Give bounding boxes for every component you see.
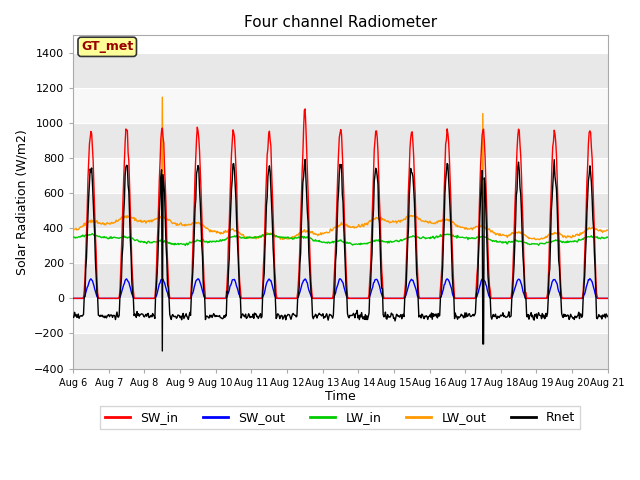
SW_in	[188, 271, 196, 276]
LW_in	[182, 242, 189, 248]
LW_out	[406, 213, 414, 219]
Rnet	[79, 312, 86, 318]
LW_out	[69, 228, 77, 234]
Text: GT_met: GT_met	[81, 40, 133, 53]
Rnet	[407, 166, 415, 171]
LW_in	[79, 232, 86, 238]
Rnet	[134, 312, 141, 318]
LW_in	[604, 234, 612, 240]
SW_in	[422, 296, 429, 301]
Line: SW_out: SW_out	[73, 278, 608, 299]
SW_in	[301, 106, 309, 112]
Bar	[73, 88, 608, 123]
Bar	[73, 334, 608, 369]
Bar	[73, 53, 608, 88]
SW_in	[134, 296, 141, 301]
Rnet	[189, 269, 196, 275]
LW_in	[407, 234, 415, 240]
LW_out	[217, 229, 225, 235]
LW_out	[604, 227, 612, 233]
Bar	[73, 193, 608, 228]
Bar	[73, 123, 608, 158]
SW_in	[216, 296, 224, 301]
SW_out	[69, 296, 77, 301]
LW_in	[88, 231, 96, 237]
Rnet	[159, 348, 166, 354]
Rnet	[217, 315, 225, 321]
LW_in	[69, 234, 77, 240]
SW_out	[216, 296, 224, 301]
Rnet	[69, 314, 77, 320]
Line: SW_in: SW_in	[73, 109, 608, 299]
LW_in	[422, 235, 430, 241]
Legend: SW_in, SW_out, LW_in, LW_out, Rnet: SW_in, SW_out, LW_in, LW_out, Rnet	[100, 406, 580, 429]
LW_out	[159, 94, 166, 100]
SW_out	[134, 296, 141, 301]
LW_out	[422, 218, 429, 224]
Title: Four channel Radiometer: Four channel Radiometer	[244, 15, 437, 30]
Line: LW_in: LW_in	[73, 234, 608, 245]
Line: LW_out: LW_out	[73, 97, 608, 240]
Bar	[73, 264, 608, 299]
Line: Rnet: Rnet	[73, 159, 608, 351]
Rnet	[422, 313, 430, 319]
SW_in	[79, 296, 86, 301]
SW_out	[188, 291, 196, 297]
SW_out	[586, 276, 594, 281]
Y-axis label: Solar Radiation (W/m2): Solar Radiation (W/m2)	[15, 129, 28, 275]
SW_in	[69, 296, 77, 301]
SW_in	[406, 146, 414, 152]
Rnet	[301, 156, 309, 162]
Bar	[73, 228, 608, 264]
LW_out	[134, 219, 141, 225]
LW_in	[189, 239, 197, 245]
LW_out	[536, 237, 543, 242]
LW_out	[79, 223, 86, 229]
Rnet	[604, 313, 612, 319]
Bar	[73, 299, 608, 334]
SW_out	[405, 281, 413, 287]
LW_out	[189, 220, 196, 226]
LW_in	[218, 238, 226, 243]
SW_out	[421, 296, 429, 301]
SW_in	[604, 296, 612, 301]
LW_in	[134, 239, 142, 244]
SW_out	[79, 296, 86, 301]
Bar	[73, 158, 608, 193]
X-axis label: Time: Time	[325, 390, 356, 403]
SW_out	[604, 296, 612, 301]
